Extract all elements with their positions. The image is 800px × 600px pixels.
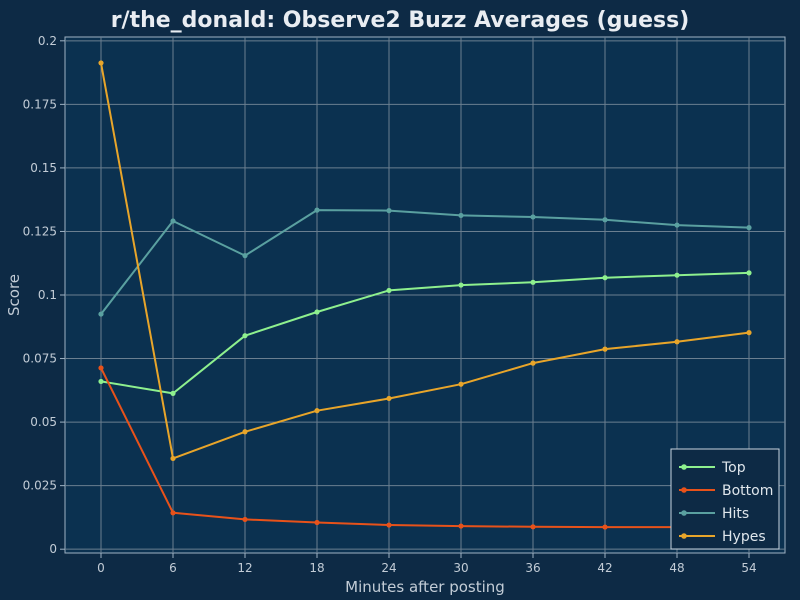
y-tick-label: 0.075 [23, 352, 57, 366]
legend-item: Hypes [679, 529, 766, 545]
data-point [674, 222, 680, 228]
data-point [242, 429, 248, 435]
x-tick-label: 54 [741, 561, 756, 575]
x-tick-label: 12 [237, 561, 252, 575]
legend-label: Hits [722, 506, 749, 522]
data-point [170, 510, 176, 516]
legend: Top Bottom Hits Hypes [670, 448, 780, 550]
x-tick-label: 48 [669, 561, 684, 575]
data-point [98, 60, 104, 66]
series-hypes [98, 60, 752, 462]
x-tick-label: 30 [453, 561, 468, 575]
data-point [386, 395, 392, 402]
chart-title: r/the_donald: Observe2 Buzz Averages (gu… [111, 8, 690, 33]
legend-marker [681, 464, 687, 470]
data-point [530, 360, 536, 366]
x-tick-label: 24 [381, 561, 396, 575]
x-tick-label: 0 [97, 561, 105, 575]
legend-item: Top [679, 460, 746, 476]
y-axis-label: Score [5, 274, 23, 316]
data-point [242, 333, 248, 339]
x-tick-label: 36 [525, 561, 540, 575]
y-tick-label: 0.125 [23, 224, 57, 238]
data-point [458, 523, 464, 529]
data-point [530, 524, 536, 530]
legend-marker [681, 510, 687, 516]
data-point [458, 212, 464, 219]
series-line [100, 62, 750, 460]
legend-marker [681, 533, 687, 539]
data-point [602, 346, 608, 352]
series-hits [98, 207, 752, 317]
series-line [100, 367, 749, 529]
data-point [98, 311, 104, 317]
y-tick-label: 0.1 [38, 288, 57, 302]
data-point [386, 522, 392, 528]
data-point [602, 217, 608, 223]
legend-item: Bottom [679, 483, 773, 499]
data-point [98, 365, 104, 371]
data-point [746, 330, 752, 336]
data-point [386, 287, 392, 294]
legend-box [670, 448, 780, 550]
y-tick-label: 0.2 [38, 34, 57, 48]
data-point [170, 455, 176, 462]
legend-label: Top [721, 460, 746, 476]
data-point [458, 381, 464, 387]
data-point [602, 524, 608, 530]
series-line [100, 209, 750, 315]
data-point [746, 270, 752, 276]
data-point [98, 378, 104, 385]
data-point [386, 208, 392, 214]
x-axis-label: Minutes after posting [345, 578, 505, 596]
y-tick-label: 0 [49, 542, 57, 556]
data-point [242, 253, 248, 259]
data-point [242, 516, 248, 523]
y-tick-label: 0.15 [30, 161, 57, 175]
series-bottom [98, 365, 752, 530]
gridlines [65, 37, 785, 553]
legend-marker [681, 487, 687, 493]
x-tick-label: 18 [309, 561, 324, 575]
x-tick-label: 6 [169, 561, 177, 575]
series-lines [98, 60, 752, 530]
data-point [530, 279, 536, 285]
axes: 0 0.025 0.05 0.075 0.1 0.125 0.15 0.175 0.2 0 6 12 1… [23, 34, 757, 575]
y-tick-label: 0.175 [23, 97, 57, 111]
data-point [530, 214, 536, 220]
data-point [314, 408, 320, 414]
data-point [170, 218, 176, 224]
y-tick-label: 0.025 [23, 479, 57, 493]
data-point [674, 272, 680, 278]
data-point [458, 282, 464, 288]
legend-item: Hits [679, 506, 749, 522]
data-point [746, 225, 752, 231]
data-point [674, 339, 680, 345]
data-point [314, 207, 320, 213]
legend-label: Hypes [722, 529, 766, 545]
data-point [602, 275, 608, 281]
x-tick-label: 42 [597, 561, 612, 575]
data-point [170, 390, 176, 396]
data-point [314, 519, 320, 526]
data-point [314, 309, 320, 315]
series-top [98, 270, 752, 396]
legend-label: Bottom [722, 483, 773, 499]
y-tick-label: 0.05 [30, 415, 57, 429]
series-line [100, 271, 750, 395]
